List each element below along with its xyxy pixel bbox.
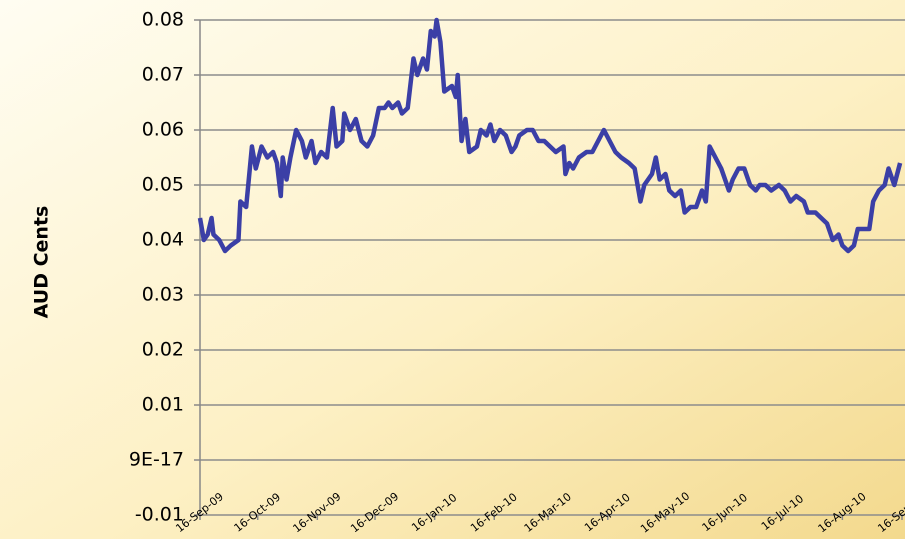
y-tick-label: 0.02 (142, 339, 184, 361)
y-tick-label: 0.03 (142, 284, 184, 306)
data-line (197, 17, 903, 254)
y-tick-label: 0.01 (142, 394, 184, 416)
y-tick-label: 0.04 (142, 229, 184, 251)
y-axis-title: AUD Cents (31, 206, 53, 319)
y-tick-label: 0.07 (142, 64, 184, 86)
y-tick-label: 0.05 (142, 174, 184, 196)
y-tick-label: 9E-17 (129, 449, 184, 471)
y-tick-label: -0.01 (135, 504, 184, 526)
y-tick-label: 0.06 (142, 119, 184, 141)
y-tick-label: 0.08 (142, 9, 184, 31)
